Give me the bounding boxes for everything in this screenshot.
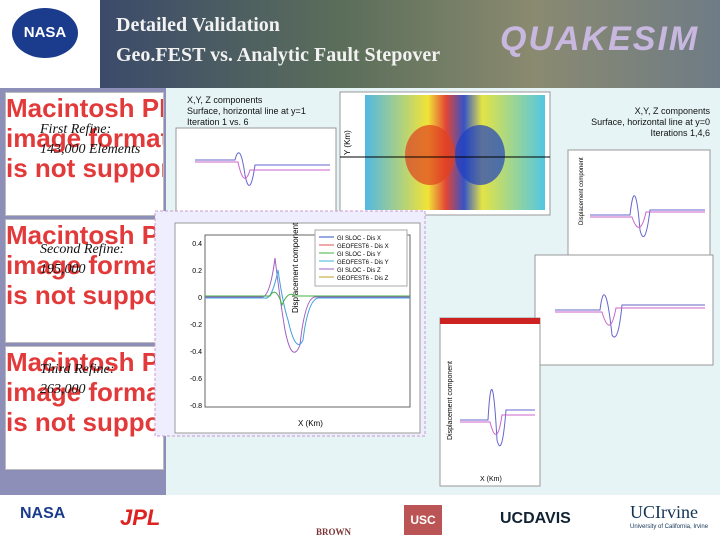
legend-label: GEOFEST6 - Dis X	[337, 244, 389, 250]
small-plot-top-left	[175, 127, 337, 219]
legend-label: GI SLOC - Dis X	[337, 236, 381, 242]
logo-text: QUAKESIM	[500, 20, 700, 58]
legend-label: GEOFEST6 - Dis Y	[337, 260, 389, 266]
axis-label: X (Km)	[480, 476, 502, 483]
y-tick-label: -0.4	[190, 349, 202, 356]
axis-label: Displacement component	[579, 157, 585, 225]
placeholder-text: is not supported	[6, 153, 163, 183]
main-plot: Displacement component X (Km) 0.4 0.2 0 -0.2…	[154, 210, 426, 437]
refine-caption: First Refine: 143,000 Elements	[40, 120, 140, 160]
small-plot-mid-right	[534, 254, 714, 366]
caption-line: 263,000	[40, 382, 86, 397]
caption-line: 195,000	[40, 262, 86, 277]
logo: USC	[404, 505, 442, 535]
y-tick-label: -0.8	[190, 403, 202, 410]
placeholder-text: Macintosh PICT	[6, 347, 164, 377]
placeholder-text: is not supported	[6, 280, 163, 310]
y-tick-label: -0.6	[190, 376, 202, 383]
slide-title: Detailed Validation Geo.FEST vs. Analyti…	[116, 10, 440, 70]
logo: JPL	[120, 505, 161, 530]
note-line: Iterations 1,4,6	[650, 128, 710, 138]
logo-subtitle: University of California, Irvine	[630, 524, 709, 530]
y-tick-label: 0	[198, 295, 202, 302]
logo: UCIrvine	[630, 502, 698, 522]
small-plot-right: Displacement component	[567, 149, 711, 266]
axis-label: X (Km)	[298, 419, 323, 428]
small-plot-bottom: Displacement component X (Km)	[439, 317, 541, 487]
note-line: Surface, horizontal line at y=1	[187, 106, 306, 116]
caption-line: Third Refine:	[40, 362, 115, 377]
refine-caption: Second Refine: 195,000	[40, 240, 124, 280]
y-tick-label: -0.2	[190, 322, 202, 329]
logo: UCDAVIS	[500, 510, 571, 527]
refine-caption: Third Refine: 263,000	[40, 360, 115, 400]
axis-label: Displacement component	[447, 361, 454, 440]
caption-line: 143,000 Elements	[40, 142, 141, 157]
y-tick-label: 0.2	[192, 268, 202, 275]
placeholder-text: is not supported	[6, 407, 163, 437]
quakesim-logo: QUAKESIM	[500, 20, 699, 59]
note-right: X,Y, Z components Surface, horizontal lin…	[591, 106, 710, 139]
legend-label: GI SLOC - Dis Y	[337, 252, 381, 258]
note-line: Surface, horizontal line at y=0	[591, 117, 710, 127]
note-left: X,Y, Z components Surface, horizontal lin…	[187, 95, 306, 128]
placeholder-text: image format	[6, 123, 164, 153]
axis-label: Displacement component	[291, 222, 300, 313]
placeholder-text: Macintosh PICT	[6, 93, 164, 123]
note-line: Iteration 1 vs. 6	[187, 117, 249, 127]
axis-label: Y (Km)	[343, 130, 352, 155]
note-line: X,Y, Z components	[634, 106, 710, 116]
nasa-logo: NASA	[12, 8, 78, 58]
placeholder-text: image format	[6, 377, 164, 407]
title-line: Geo.FEST vs. Analytic Fault Stepover	[116, 44, 441, 66]
caption-line: First Refine:	[40, 122, 112, 137]
logo-text: NASA	[23, 24, 67, 41]
logo: BROWN	[316, 527, 352, 537]
figures: Y (Km) Displacement component Displaceme…	[154, 91, 714, 487]
contour-plot: Y (Km)	[339, 91, 551, 216]
logo: NASA	[20, 505, 66, 522]
title-line: Detailed Validation	[116, 14, 280, 36]
legend-label: GI SLOC - Dis Z	[337, 268, 381, 274]
legend-label: GEOFEST6 - Dis Z	[337, 276, 389, 282]
y-tick-label: 0.4	[192, 241, 202, 248]
banner	[100, 0, 720, 88]
placeholder-text: Macintosh PICT	[6, 220, 164, 250]
placeholder-text: image format	[6, 250, 164, 280]
caption-line: Second Refine:	[40, 242, 125, 257]
note-line: X,Y, Z components	[187, 95, 263, 105]
